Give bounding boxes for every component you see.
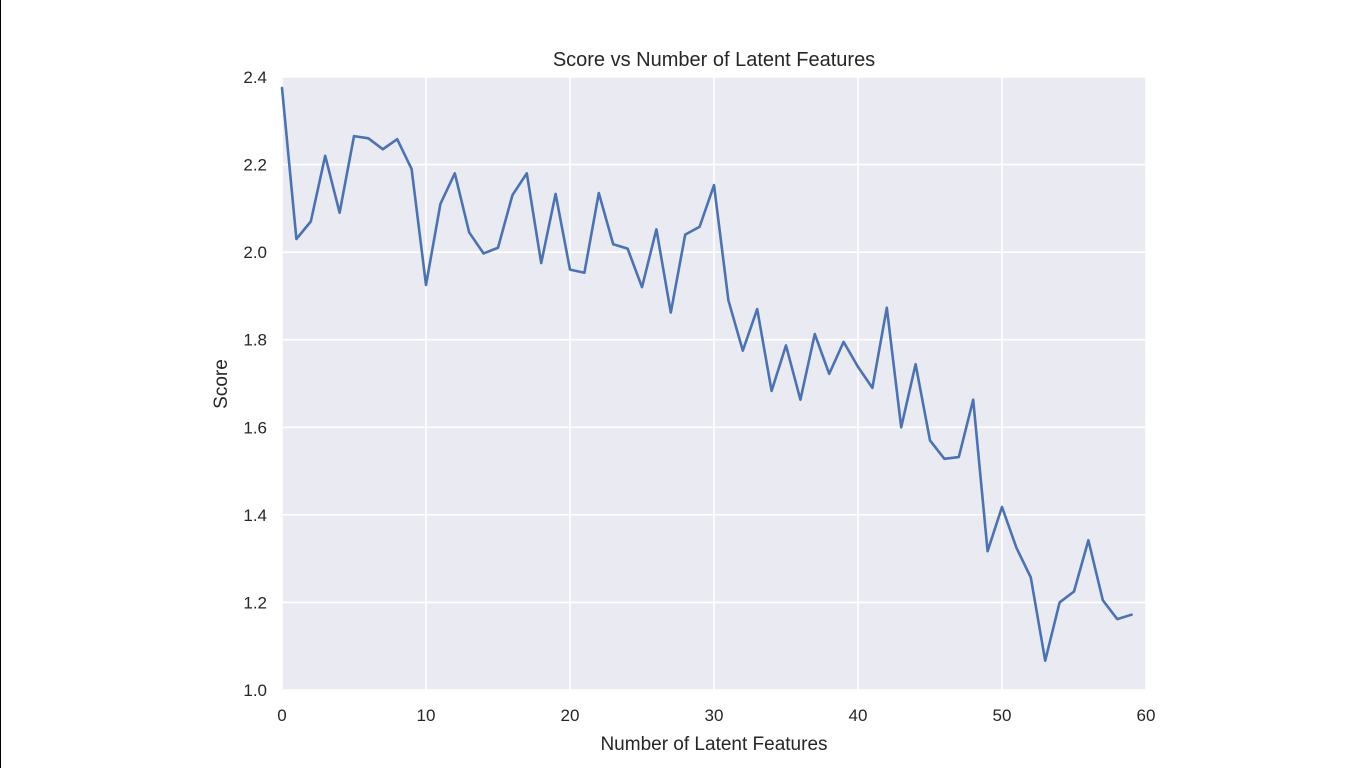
y-tick-label: 1.2 (243, 593, 267, 612)
x-tick-label: 20 (561, 706, 580, 725)
score-series-line (280, 86, 1133, 662)
y-tick-label: 2.0 (243, 243, 267, 262)
x-tick-labels: 0 10 20 30 40 50 60 (277, 706, 1155, 725)
grid-lines (281, 76, 1147, 691)
y-tick-label: 1.8 (243, 331, 267, 350)
chart-title: Score vs Number of Latent Features (553, 49, 875, 71)
y-tick-label: 2.2 (243, 156, 267, 175)
y-tick-label: 2.4 (243, 68, 267, 87)
x-tick-label: 0 (277, 706, 286, 725)
y-tick-label: 1.4 (243, 506, 267, 525)
y-tick-label: 1.6 (243, 418, 267, 437)
series-layer (280, 86, 1133, 662)
x-axis-label: Number of Latent Features (600, 734, 827, 755)
x-tick-label: 50 (993, 706, 1012, 725)
y-axis-label: Score (211, 359, 232, 409)
x-tick-label: 30 (705, 706, 724, 725)
x-tick-label: 40 (849, 706, 868, 725)
y-tick-labels: 1.0 1.2 1.4 1.6 1.8 2.0 2.2 2.4 (243, 68, 267, 700)
x-tick-label: 10 (417, 706, 436, 725)
y-tick-label: 1.0 (243, 681, 267, 700)
x-tick-label: 60 (1137, 706, 1156, 725)
